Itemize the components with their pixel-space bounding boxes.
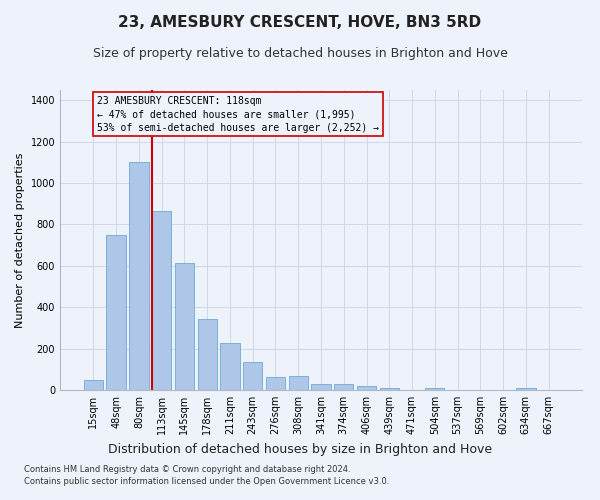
Text: 23, AMESBURY CRESCENT, HOVE, BN3 5RD: 23, AMESBURY CRESCENT, HOVE, BN3 5RD	[118, 15, 482, 30]
Bar	[243, 362, 262, 390]
Text: Size of property relative to detached houses in Brighton and Hove: Size of property relative to detached ho…	[92, 48, 508, 60]
Bar	[289, 376, 308, 390]
Text: Contains HM Land Registry data © Crown copyright and database right 2024.: Contains HM Land Registry data © Crown c…	[24, 465, 350, 474]
Bar	[425, 388, 445, 390]
Text: 23 AMESBURY CRESCENT: 118sqm
← 47% of detached houses are smaller (1,995)
53% of: 23 AMESBURY CRESCENT: 118sqm ← 47% of de…	[97, 96, 379, 132]
Text: Distribution of detached houses by size in Brighton and Hove: Distribution of detached houses by size …	[108, 442, 492, 456]
Bar	[266, 376, 285, 390]
Bar	[334, 384, 353, 390]
Bar	[129, 162, 149, 390]
Y-axis label: Number of detached properties: Number of detached properties	[15, 152, 25, 328]
Bar	[106, 235, 126, 390]
Bar	[357, 386, 376, 390]
Text: Contains public sector information licensed under the Open Government Licence v3: Contains public sector information licen…	[24, 477, 389, 486]
Bar	[220, 344, 239, 390]
Bar	[380, 388, 399, 390]
Bar	[152, 211, 172, 390]
Bar	[311, 384, 331, 390]
Bar	[516, 388, 536, 390]
Bar	[175, 263, 194, 390]
Bar	[84, 380, 103, 390]
Bar	[197, 318, 217, 390]
